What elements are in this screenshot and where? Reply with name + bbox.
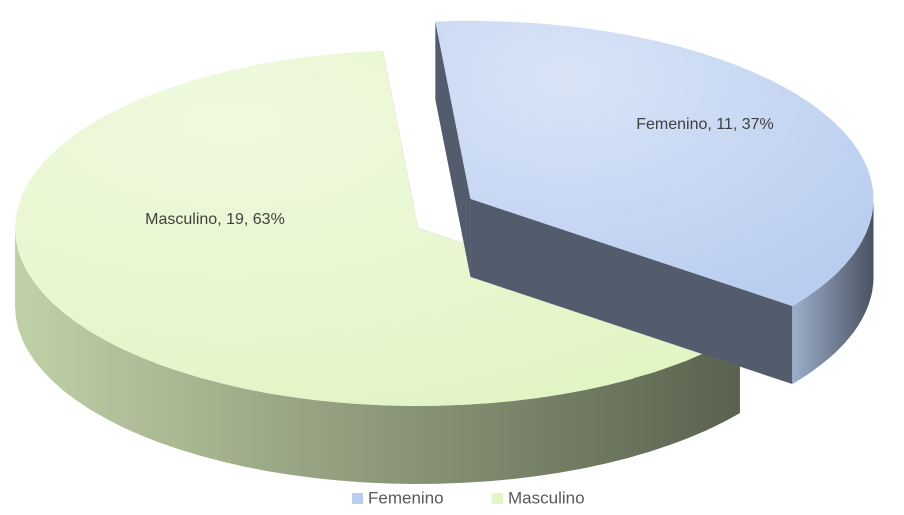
slice-highlight [15, 50, 740, 406]
slice-cut-shade [435, 21, 471, 277]
legend-label: Masculino [508, 488, 585, 507]
data-label: Masculino, 19, 63% [145, 211, 285, 228]
slice-cut-shade [470, 198, 793, 385]
legend-label: Femenino [368, 488, 444, 507]
legend-swatch [352, 493, 363, 504]
legend-swatch [492, 493, 503, 504]
slice-side-shade [15, 228, 740, 484]
slice-highlight [435, 21, 874, 306]
data-label: Femenino, 11, 37% [636, 116, 774, 133]
slice-side-shade [792, 198, 874, 384]
